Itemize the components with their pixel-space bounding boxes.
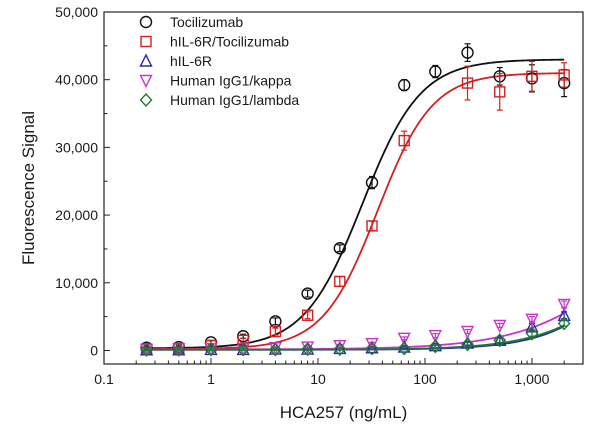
- legend-item: hIL-6R: [139, 53, 212, 69]
- data-point: [429, 65, 442, 78]
- data-point: [140, 342, 154, 357]
- legend-marker: [139, 15, 153, 29]
- plot-area: 0.1 1 10 100 1,000 0 10,000 20,000 30,000 40,000 5…: [55, 4, 584, 387]
- fit-curve: [146, 72, 565, 350]
- data-point: [493, 319, 507, 333]
- data-point: [172, 342, 186, 357]
- data-point: [461, 77, 474, 89]
- data-point: [366, 220, 378, 232]
- data-point: [237, 334, 249, 347]
- y-tick-label: 10,000: [55, 275, 98, 291]
- legend-marker: [139, 53, 153, 67]
- legend-item: Human IgG1/kappa: [139, 73, 292, 89]
- data-point: [428, 329, 442, 344]
- series-1: [146, 72, 565, 350]
- data-point: [557, 298, 571, 312]
- data-point: [460, 325, 475, 340]
- data-point: [525, 313, 539, 327]
- data-point: [365, 337, 379, 352]
- legend-label: Tocilizumab: [170, 14, 243, 30]
- data-point: [269, 325, 282, 338]
- x-axis-title: HCA257 (ng/mL): [280, 403, 408, 422]
- data-point: [397, 341, 411, 356]
- data-point: [558, 69, 570, 81]
- x-tick-label: 1,000: [514, 371, 549, 387]
- data-point: [398, 134, 410, 147]
- y-tick-label: 0: [90, 342, 98, 358]
- data-point: [461, 46, 474, 59]
- legend-marker: [139, 74, 153, 89]
- legend-marker: [139, 92, 153, 108]
- legend: Tocilizumab hIL-6R/Tocilizumab hIL-6R Human…: [139, 14, 299, 108]
- y-tick-label: 30,000: [55, 139, 98, 155]
- x-tick-label: 1: [207, 371, 215, 387]
- data-point: [365, 176, 379, 189]
- data-point: [397, 332, 411, 346]
- legend-label: Human IgG1/kappa: [170, 73, 292, 89]
- y-tick-label: 20,000: [55, 207, 98, 223]
- data-point: [398, 78, 411, 92]
- y-tick-label: 50,000: [55, 4, 98, 20]
- data-point: [557, 316, 571, 331]
- y-tick-label: 40,000: [55, 72, 98, 88]
- x-tick-label: 10: [310, 371, 326, 387]
- legend-label: hIL-6R: [170, 53, 212, 69]
- legend-item: Tocilizumab: [139, 14, 243, 30]
- legend-label: Human IgG1/lambda: [170, 92, 299, 108]
- data-point: [493, 333, 507, 348]
- data-point: [428, 339, 442, 354]
- data-point: [301, 287, 314, 300]
- data-point: [268, 342, 282, 357]
- data-point: [365, 341, 379, 356]
- data-point: [204, 342, 218, 357]
- data-point: [461, 337, 474, 352]
- legend-marker: [140, 35, 152, 48]
- data-point: [333, 342, 347, 357]
- legend-item: hIL-6R/Tocilizumab: [140, 34, 289, 50]
- data-point: [525, 326, 539, 341]
- data-point: [301, 309, 314, 321]
- data-point: [526, 70, 538, 83]
- x-tick-label: 100: [413, 371, 437, 387]
- plot-frame: [103, 11, 584, 365]
- series-4-points: [140, 316, 571, 357]
- data-point: [334, 275, 346, 288]
- x-tick-label: 0.1: [94, 371, 114, 387]
- y-axis-title: Fluorescence Signal: [19, 111, 38, 265]
- legend-label: hIL-6R/Tocilizumab: [170, 34, 289, 50]
- data-point: [494, 86, 506, 98]
- data-point: [301, 342, 315, 357]
- legend-item: Human IgG1/lambda: [139, 92, 299, 108]
- data-point: [236, 342, 250, 357]
- data-point: [333, 242, 347, 255]
